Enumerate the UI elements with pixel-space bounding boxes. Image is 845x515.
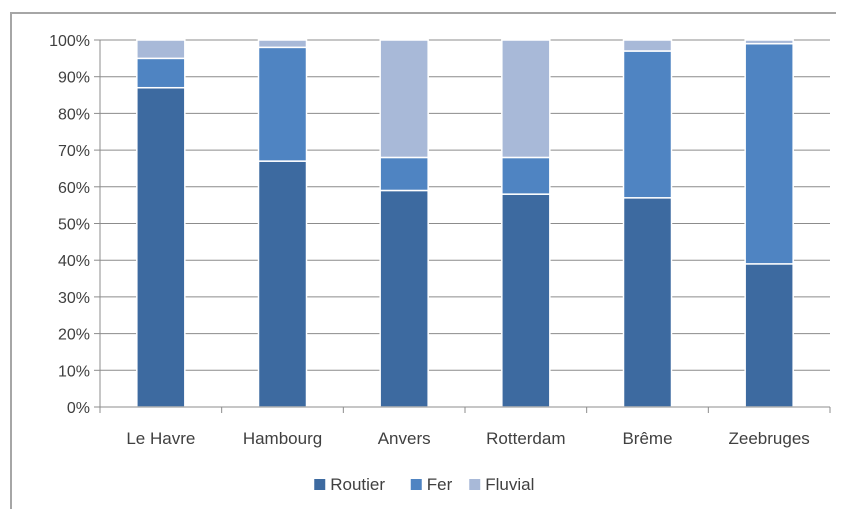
y-tick-label: 100% <box>49 33 90 50</box>
bar-segment-fer <box>136 57 186 89</box>
bar-segment-fer <box>501 156 551 195</box>
x-tick-label: Zeebruges <box>729 429 810 448</box>
bar-segment-routier <box>136 86 186 408</box>
bar-segment-fluvial <box>744 39 794 45</box>
y-tick-label: 70% <box>58 143 90 160</box>
x-axis: Le Havre Hambourg Anvers Rotterdam Brême Zeeb… <box>99 406 831 448</box>
legend-label-routier: Routier <box>330 475 385 494</box>
bar-segment-fer <box>622 50 673 199</box>
legend-label-fluvial: Fluvial <box>485 475 534 494</box>
bar-segment-fer <box>257 46 308 162</box>
legend: Routier Fer Fluvial <box>314 475 534 494</box>
bar-segment-fluvial <box>379 39 429 159</box>
gridlines <box>100 39 830 371</box>
bar-segment-routier <box>379 189 429 408</box>
bars <box>136 39 794 408</box>
bar-segment-fluvial <box>501 39 551 159</box>
y-tick-label: 0% <box>67 400 90 417</box>
y-tick-label: 90% <box>58 70 90 87</box>
y-tick-label: 80% <box>58 106 90 123</box>
y-tick-label: 50% <box>58 217 90 234</box>
x-tick-label: Le Havre <box>126 429 195 448</box>
bar-segment-routier <box>744 263 794 408</box>
legend-swatch-fer <box>410 479 422 490</box>
x-tick-label: Hambourg <box>243 429 322 448</box>
legend-swatch-fluvial <box>469 479 481 490</box>
bar-segment-routier <box>622 197 673 408</box>
x-tick-label: Anvers <box>378 429 431 448</box>
y-tick-label: 40% <box>58 253 90 270</box>
bar-segment-fluvial <box>622 39 673 52</box>
bar-segment-fer <box>744 42 794 265</box>
bar-segment-routier <box>257 160 308 408</box>
y-tick-label: 60% <box>58 180 90 197</box>
y-tick-label: 10% <box>58 363 90 380</box>
bar-segment-routier <box>501 193 551 408</box>
x-tick-label: Rotterdam <box>486 429 565 448</box>
x-tick-label: Brême <box>622 429 672 448</box>
y-tick-label: 20% <box>58 327 90 344</box>
bar-segment-fluvial <box>257 39 308 49</box>
bar-segment-fluvial <box>136 39 186 60</box>
legend-swatch-routier <box>314 479 326 490</box>
bar-segment-fer <box>379 156 429 192</box>
legend-label-fer: Fer <box>427 475 453 494</box>
y-tick-label: 30% <box>58 290 90 307</box>
y-axis: 0% 10% 20% 30% 40% 50% 60% 70% 80% 90% 100% <box>49 33 101 417</box>
